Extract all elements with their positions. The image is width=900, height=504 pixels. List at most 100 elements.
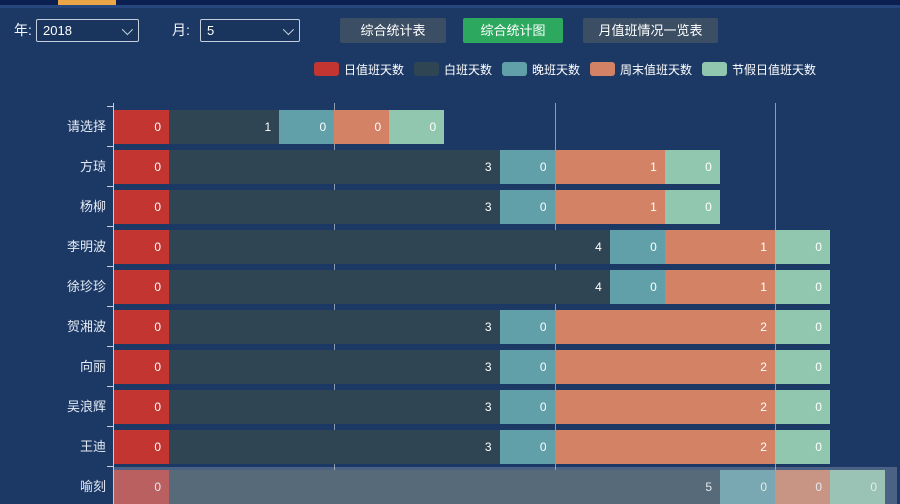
bar-segment-series2[interactable]: 0 [499,430,555,464]
bar-segment-series0[interactable]: 0 [114,470,169,504]
bar-segment-series1[interactable]: 4 [169,230,610,264]
bar-segment-series2[interactable]: 0 [279,110,335,144]
bar-segment-series4[interactable]: 0 [664,150,720,184]
legend-item-4[interactable]: 节假日值班天数 [702,61,816,78]
bar-segment-series4[interactable]: 0 [774,230,830,264]
month-select-value: 5 [207,23,215,38]
bar-segment-series0[interactable]: 0 [114,390,169,424]
bar-segment-series3[interactable]: 2 [554,350,775,384]
bar-value-label: 3 [484,200,492,214]
bar-segment-series4[interactable]: 0 [774,310,830,344]
bar-value-label: 1 [760,280,767,294]
bar-segment-series4[interactable]: 0 [774,390,830,424]
bar-segment-series4[interactable]: 0 [389,110,445,144]
bar-row: 0 4 0 1 0 [114,270,830,304]
bar-value-label: 5 [705,480,712,494]
summary-chart-button[interactable]: 综合统计图 [463,18,563,43]
bar-value-label: 0 [815,480,822,494]
bar-segment-series3[interactable]: 2 [554,310,775,344]
bar-value-label: 0 [815,400,822,414]
bar-row: 0 3 0 2 0 [114,350,830,384]
bar-segment-series1[interactable]: 3 [169,350,500,384]
bar-value-label: 0 [154,480,161,494]
bar-value-label: 0 [650,240,657,254]
bar-segment-series0[interactable]: 0 [114,230,169,264]
bar-segment-series0[interactable]: 0 [114,270,169,304]
bar-segment-series3[interactable]: 2 [554,430,775,464]
bar-segment-series2[interactable]: 0 [720,470,775,504]
bar-segment-series1[interactable]: 4 [169,270,610,304]
axis-tick [107,106,113,107]
browser-tab-indicator[interactable] [58,0,116,5]
bar-segment-series1[interactable]: 3 [169,310,500,344]
axis-tick [107,466,113,467]
legend-item-0[interactable]: 日值班天数 [313,61,404,78]
bar-segment-series2[interactable]: 0 [609,230,665,264]
year-select[interactable]: 2018 [36,19,139,42]
bar-segment-series3[interactable]: 1 [554,150,665,184]
bar-row: 0 5 0 0 0 [114,470,885,504]
bar-value-label: 0 [760,480,767,494]
bar-value-label: 2 [760,320,767,334]
legend-item-1[interactable]: 白班天数 [413,61,492,78]
bar-value-label: 0 [539,200,547,214]
bar-segment-series1[interactable]: 3 [169,430,500,464]
bar-row: 0 3 0 2 0 [114,430,830,464]
month-select[interactable]: 5 [200,19,300,42]
bar-segment-series3[interactable]: 0 [775,470,830,504]
bar-segment-series0[interactable]: 0 [114,110,169,144]
chevron-down-icon [282,23,295,35]
bar-segment-series4[interactable]: 0 [774,430,830,464]
bar-segment-series3[interactable]: 2 [554,390,775,424]
bar-value-label: 0 [154,360,161,374]
bar-value-label: 0 [154,440,161,454]
category-label: 吴浪辉 [66,399,106,414]
bar-segment-series2[interactable]: 0 [499,310,555,344]
bar-segment-series1[interactable]: 1 [169,110,280,144]
bar-segment-series1[interactable]: 3 [169,150,500,184]
bar-value-label: 0 [154,200,161,214]
bar-value-label: 1 [264,120,272,134]
monthly-duty-overview-button[interactable]: 月值班情况一览表 [583,18,718,43]
bar-segment-series4[interactable]: 0 [774,350,830,384]
y-axis-line [113,103,114,504]
bar-segment-series0[interactable]: 0 [114,150,169,184]
bar-segment-series0[interactable]: 0 [114,350,169,384]
window-top-stripe [0,5,900,8]
summary-table-button[interactable]: 综合统计表 [340,18,446,43]
category-label: 请选择 [66,119,106,134]
bar-segment-series2[interactable]: 0 [499,150,555,184]
bar-value-label: 4 [595,280,602,294]
bar-segment-series1[interactable]: 3 [169,390,500,424]
bar-segment-series2[interactable]: 0 [499,350,555,384]
legend-label: 白班天数 [443,62,492,77]
bar-segment-series0[interactable]: 0 [114,310,169,344]
legend-item-2[interactable]: 晚班天数 [501,61,580,78]
bar-segment-series4[interactable]: 0 [774,270,830,304]
legend-item-3[interactable]: 周末值班天数 [590,61,692,78]
bar-value-label: 0 [154,400,161,414]
bar-segment-series3[interactable]: 0 [334,110,390,144]
bar-segment-series4[interactable]: 0 [830,470,885,504]
legend-label: 日值班天数 [343,62,404,77]
legend-chip [313,62,339,76]
bar-segment-series3[interactable]: 1 [664,270,775,304]
bar-value-label: 0 [815,360,822,374]
bar-segment-series2[interactable]: 0 [609,270,665,304]
bar-row: 0 4 0 1 0 [114,230,830,264]
bar-segment-series2[interactable]: 0 [499,390,555,424]
bar-segment-series0[interactable]: 0 [114,430,169,464]
bar-value-label: 2 [760,400,767,414]
bar-segment-series2[interactable]: 0 [499,190,555,224]
bar-value-label: 0 [815,440,822,454]
bar-segment-series3[interactable]: 1 [664,230,775,264]
category-label: 杨柳 [79,199,106,214]
bar-value-label: 0 [154,280,161,294]
legend-chip [501,62,527,76]
bar-segment-series1[interactable]: 5 [169,470,720,504]
bar-segment-series3[interactable]: 1 [554,190,665,224]
bar-segment-series0[interactable]: 0 [114,190,169,224]
bar-segment-series4[interactable]: 0 [664,190,720,224]
bar-value-label: 0 [539,440,547,454]
bar-segment-series1[interactable]: 3 [169,190,500,224]
